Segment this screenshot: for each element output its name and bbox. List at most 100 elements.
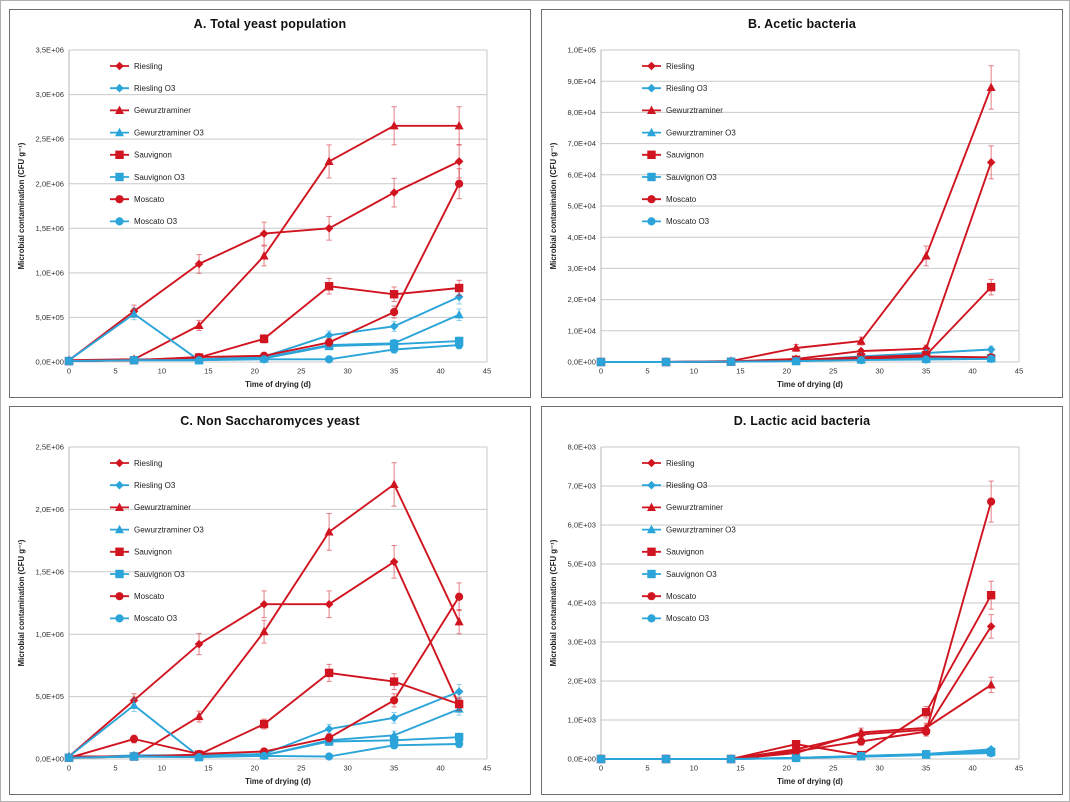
y-tick-label: 2,0E+06 xyxy=(35,505,64,514)
x-tick-label: 45 xyxy=(1015,367,1023,376)
legend-marker-triangle xyxy=(647,127,656,137)
data-point-circle xyxy=(455,592,464,601)
y-tick-label: 3,5E+06 xyxy=(35,46,64,55)
x-axis-title: Time of drying (d) xyxy=(245,777,311,786)
data-point-square xyxy=(454,283,464,293)
x-tick-label: 40 xyxy=(436,367,444,376)
x-tick-label: 10 xyxy=(158,764,166,773)
y-tick-label: 2,0E+03 xyxy=(567,677,596,686)
legend-marker-diamond xyxy=(647,480,656,490)
y-tick-label: 2,0E+06 xyxy=(35,179,64,188)
legend-label: Moscato O3 xyxy=(666,217,710,226)
legend-label: Moscato xyxy=(666,195,697,204)
data-point-circle xyxy=(987,354,996,363)
x-tick-label: 10 xyxy=(690,764,698,773)
acetic-bacteria-chart-canvas: 0,0E+00 1,0E+04 2,0E+04 3,0E+04 4,0E+04 5,0E+… xyxy=(549,46,1023,389)
y-tick-label: 8,0E+04 xyxy=(567,108,596,117)
x-tick-label: 25 xyxy=(297,367,305,376)
data-point-triangle xyxy=(259,626,269,636)
y-axis-title: Microbial contamination (CFU g⁻¹) xyxy=(549,142,558,269)
y-tick-label: 5,0E+05 xyxy=(35,692,64,701)
data-point-circle xyxy=(129,356,139,365)
y-tick-label: 2,0E+04 xyxy=(567,295,596,304)
data-point-diamond xyxy=(194,259,204,269)
data-point-triangle xyxy=(129,700,139,709)
data-point-circle xyxy=(194,753,204,762)
data-point-circle xyxy=(390,307,399,317)
legend-marker-diamond xyxy=(115,83,124,93)
x-tick-label: 15 xyxy=(736,764,744,773)
data-point-diamond xyxy=(194,639,204,649)
legend-marker-circle xyxy=(115,592,124,601)
x-tick-label: 0 xyxy=(67,764,71,773)
x-tick-label: 5 xyxy=(113,764,117,773)
x-tick-label: 5 xyxy=(645,367,649,376)
legend-label: Moscato O3 xyxy=(134,614,178,623)
series-line-riesling-o3 xyxy=(68,296,460,363)
data-point-diamond xyxy=(986,345,996,354)
data-point-triangle xyxy=(259,251,269,260)
x-tick-label: 15 xyxy=(736,367,744,376)
data-point-circle xyxy=(922,727,931,736)
data-point-circle xyxy=(661,754,671,764)
x-tick-label: 40 xyxy=(968,764,976,773)
data-point-circle xyxy=(791,754,801,763)
legend-marker-square xyxy=(647,172,656,182)
y-tick-label: 1,5E+06 xyxy=(35,567,64,576)
x-tick-label: 40 xyxy=(968,367,976,376)
x-tick-label: 35 xyxy=(922,764,930,773)
data-point-square xyxy=(389,290,399,299)
x-tick-label: 0 xyxy=(599,367,603,376)
legend-marker-circle xyxy=(115,614,124,623)
legend-label: Sauvignon O3 xyxy=(134,173,185,182)
x-tick-label: 25 xyxy=(297,764,305,773)
data-point-diamond xyxy=(921,344,931,353)
data-point-square xyxy=(389,677,399,686)
legend-label: Sauvignon O3 xyxy=(134,570,185,579)
non-saccharomyces-chart-canvas: 0,0E+00 5,0E+05 1,0E+06 1,5E+06 2,0E+06 2,5E+… xyxy=(17,443,491,786)
data-point-circle xyxy=(64,753,74,762)
legend-marker-circle xyxy=(647,614,656,623)
data-point-triangle xyxy=(454,120,464,130)
y-tick-label: 1,0E+06 xyxy=(35,630,64,639)
data-point-circle xyxy=(856,751,866,760)
legend-label: Gewurztraminer xyxy=(134,503,191,512)
legend-marker-diamond xyxy=(647,83,656,93)
y-tick-label: 0,0E+00 xyxy=(567,358,596,367)
legend-marker-square xyxy=(647,547,656,556)
y-tick-label: 5,0E+05 xyxy=(35,313,64,322)
data-point-diamond xyxy=(389,713,399,723)
data-point-circle xyxy=(987,749,996,758)
total-yeast-chart-canvas: 0,0E+00 5,0E+05 1,0E+06 1,5E+06 2,0E+06 2,5E+… xyxy=(17,46,491,389)
legend-marker-triangle xyxy=(647,524,656,534)
legend-label: Riesling O3 xyxy=(134,84,176,93)
data-point-diamond xyxy=(259,229,269,238)
data-point-diamond xyxy=(454,292,464,302)
data-point-square xyxy=(454,699,464,709)
legend-label: Riesling O3 xyxy=(134,481,176,490)
data-point-triangle xyxy=(324,156,334,166)
legend-marker-triangle xyxy=(115,105,124,114)
series-line-riesling xyxy=(601,625,992,760)
data-point-circle xyxy=(455,739,464,749)
data-point-square xyxy=(389,736,399,745)
legend-label: Riesling xyxy=(134,62,162,71)
panel-title: D. Lactic acid bacteria xyxy=(733,414,871,428)
x-tick-label: 0 xyxy=(599,764,603,773)
x-tick-label: 40 xyxy=(436,764,444,773)
data-point-circle xyxy=(390,345,399,354)
y-tick-label: 0,0E+00 xyxy=(35,358,64,367)
data-point-circle xyxy=(194,356,204,365)
y-tick-label: 0,0E+00 xyxy=(567,755,596,764)
legend-marker-diamond xyxy=(647,61,656,71)
data-point-circle xyxy=(726,357,736,366)
data-point-circle xyxy=(259,355,269,364)
panel-total-yeast-population: 0,0E+00 5,0E+05 1,0E+06 1,5E+06 2,0E+06 2,5E+… xyxy=(9,9,531,398)
data-point-triangle xyxy=(856,336,866,345)
data-point-square xyxy=(389,339,399,349)
y-tick-label: 5,0E+03 xyxy=(567,560,596,569)
x-tick-label: 30 xyxy=(875,764,883,773)
data-point-diamond xyxy=(389,188,399,197)
y-tick-label: 5,0E+04 xyxy=(567,202,596,211)
legend-marker-circle xyxy=(115,195,124,204)
